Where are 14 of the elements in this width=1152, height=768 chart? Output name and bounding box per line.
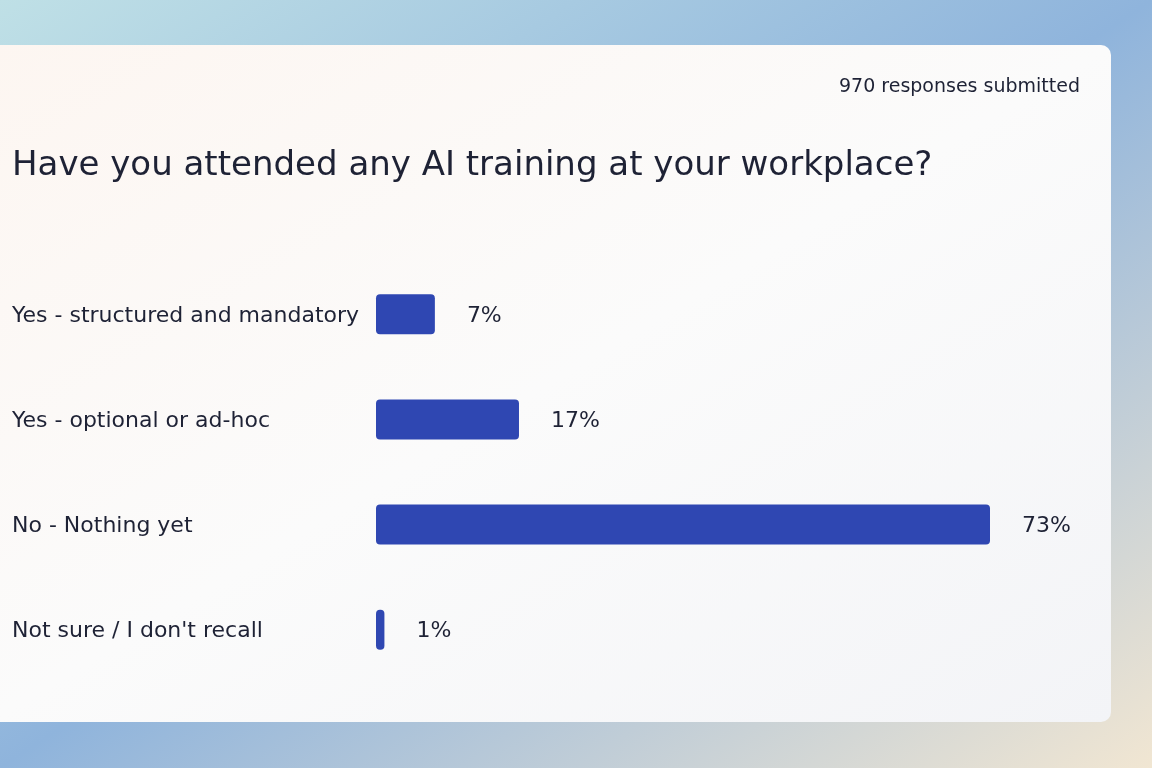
data-label: 1% bbox=[416, 617, 452, 643]
chart-title: Have you attended any AI training at your workplace? bbox=[12, 143, 933, 183]
bar bbox=[376, 504, 990, 545]
data-label: 17% bbox=[550, 406, 600, 432]
bar bbox=[376, 609, 385, 650]
y-tick-label: No - Nothing yet bbox=[12, 512, 193, 538]
data-label: 73% bbox=[1022, 512, 1071, 538]
y-tick-label: Yes - structured and mandatory bbox=[11, 301, 360, 327]
y-tick-label: Yes - optional or ad-hoc bbox=[11, 406, 270, 432]
bar bbox=[376, 399, 519, 440]
data-label: 7% bbox=[466, 301, 502, 327]
y-tick-label: Not sure / I don't recall bbox=[12, 617, 263, 643]
bar bbox=[376, 294, 435, 335]
text: 970 responses submitted bbox=[839, 74, 1080, 96]
